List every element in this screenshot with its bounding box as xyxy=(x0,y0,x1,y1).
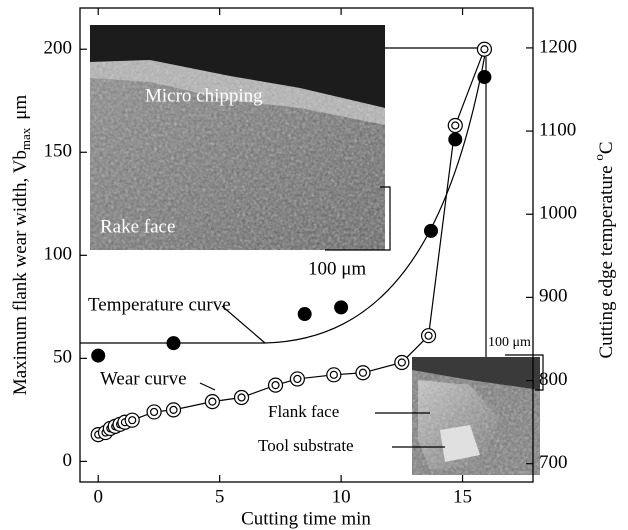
wear-point-ring xyxy=(294,375,301,382)
wear-point-ring xyxy=(481,46,488,53)
temperature-point xyxy=(448,132,462,146)
wear-point-ring xyxy=(238,394,245,401)
y2-axis-label: Cutting edge temperature oC xyxy=(591,141,617,358)
temperature-point xyxy=(298,307,312,321)
wear-point xyxy=(167,403,181,417)
wear-point-ring xyxy=(170,406,177,413)
wear-point xyxy=(147,405,161,419)
temperature-point xyxy=(167,336,181,350)
y-tick-label: 100 xyxy=(44,244,73,265)
y-axis-label-sub: max xyxy=(18,127,33,150)
annotation: Flank face xyxy=(268,402,339,421)
wear-point-ring xyxy=(129,417,136,424)
series-label: Temperature curve xyxy=(88,294,231,315)
wear-point-ring xyxy=(330,371,337,378)
y-axis-label-unit: μm xyxy=(10,95,31,120)
y2-tick-label: 700 xyxy=(539,452,568,473)
x-tick-label: 10 xyxy=(332,486,351,507)
y2-tick-label: 900 xyxy=(539,286,568,307)
wear-point xyxy=(422,329,436,343)
wear-point xyxy=(356,366,370,380)
x-tick-label: 5 xyxy=(215,486,225,507)
y-tick-label: 50 xyxy=(53,347,72,368)
wear-point-ring xyxy=(272,382,279,389)
wear-point-ring xyxy=(398,359,405,366)
temperature-point xyxy=(91,349,105,363)
y-tick-label: 200 xyxy=(44,38,73,59)
wear-point xyxy=(327,368,341,382)
y-tick-label: 150 xyxy=(44,141,73,162)
wear-point-ring xyxy=(151,408,158,415)
wear-point xyxy=(269,378,283,392)
y-axis-label: Maximum flank wear width, Vbmax μm xyxy=(10,95,33,396)
wear-point xyxy=(395,355,409,369)
chart: Micro chipping Rake face 100 μm 100 μm F… xyxy=(0,0,628,530)
y2-tick-label: 1000 xyxy=(539,203,577,224)
annotation: Micro chipping xyxy=(145,85,263,106)
temperature-point xyxy=(477,70,491,84)
y-axis-label-text: Maximum flank wear width, Vb xyxy=(10,150,31,395)
wear-point xyxy=(477,42,491,56)
wear-point xyxy=(125,413,139,427)
y2-axis-label-text: Cutting edge temperature xyxy=(596,161,617,359)
y2-tick-label: 800 xyxy=(539,369,568,390)
x-tick-label: 15 xyxy=(453,486,472,507)
wear-point xyxy=(290,372,304,386)
x-axis-label: Cutting time min xyxy=(241,508,371,529)
y2-tick-label: 1100 xyxy=(539,119,576,140)
annotation: Rake face xyxy=(100,216,175,237)
wear-point-ring xyxy=(425,332,432,339)
annotation: Tool substrate xyxy=(258,436,354,455)
y-tick-label: 0 xyxy=(63,450,73,471)
x-tick-label: 0 xyxy=(93,486,103,507)
series-label: Wear curve xyxy=(100,368,187,389)
wear-point-ring xyxy=(359,369,366,376)
wear-point xyxy=(205,395,219,409)
wear-point-ring xyxy=(209,398,216,405)
temperature-point xyxy=(334,300,348,314)
temperature-point xyxy=(424,224,438,238)
wear-point xyxy=(448,118,462,132)
wear-point-ring xyxy=(452,122,459,129)
annotation: 100 μm xyxy=(488,335,531,350)
flank-face-image xyxy=(412,357,540,475)
y2-axis-label-unit: C xyxy=(596,141,617,154)
y2-tick-label: 1200 xyxy=(539,36,577,57)
annotation: 100 μm xyxy=(308,258,366,279)
wear-point xyxy=(235,391,249,405)
